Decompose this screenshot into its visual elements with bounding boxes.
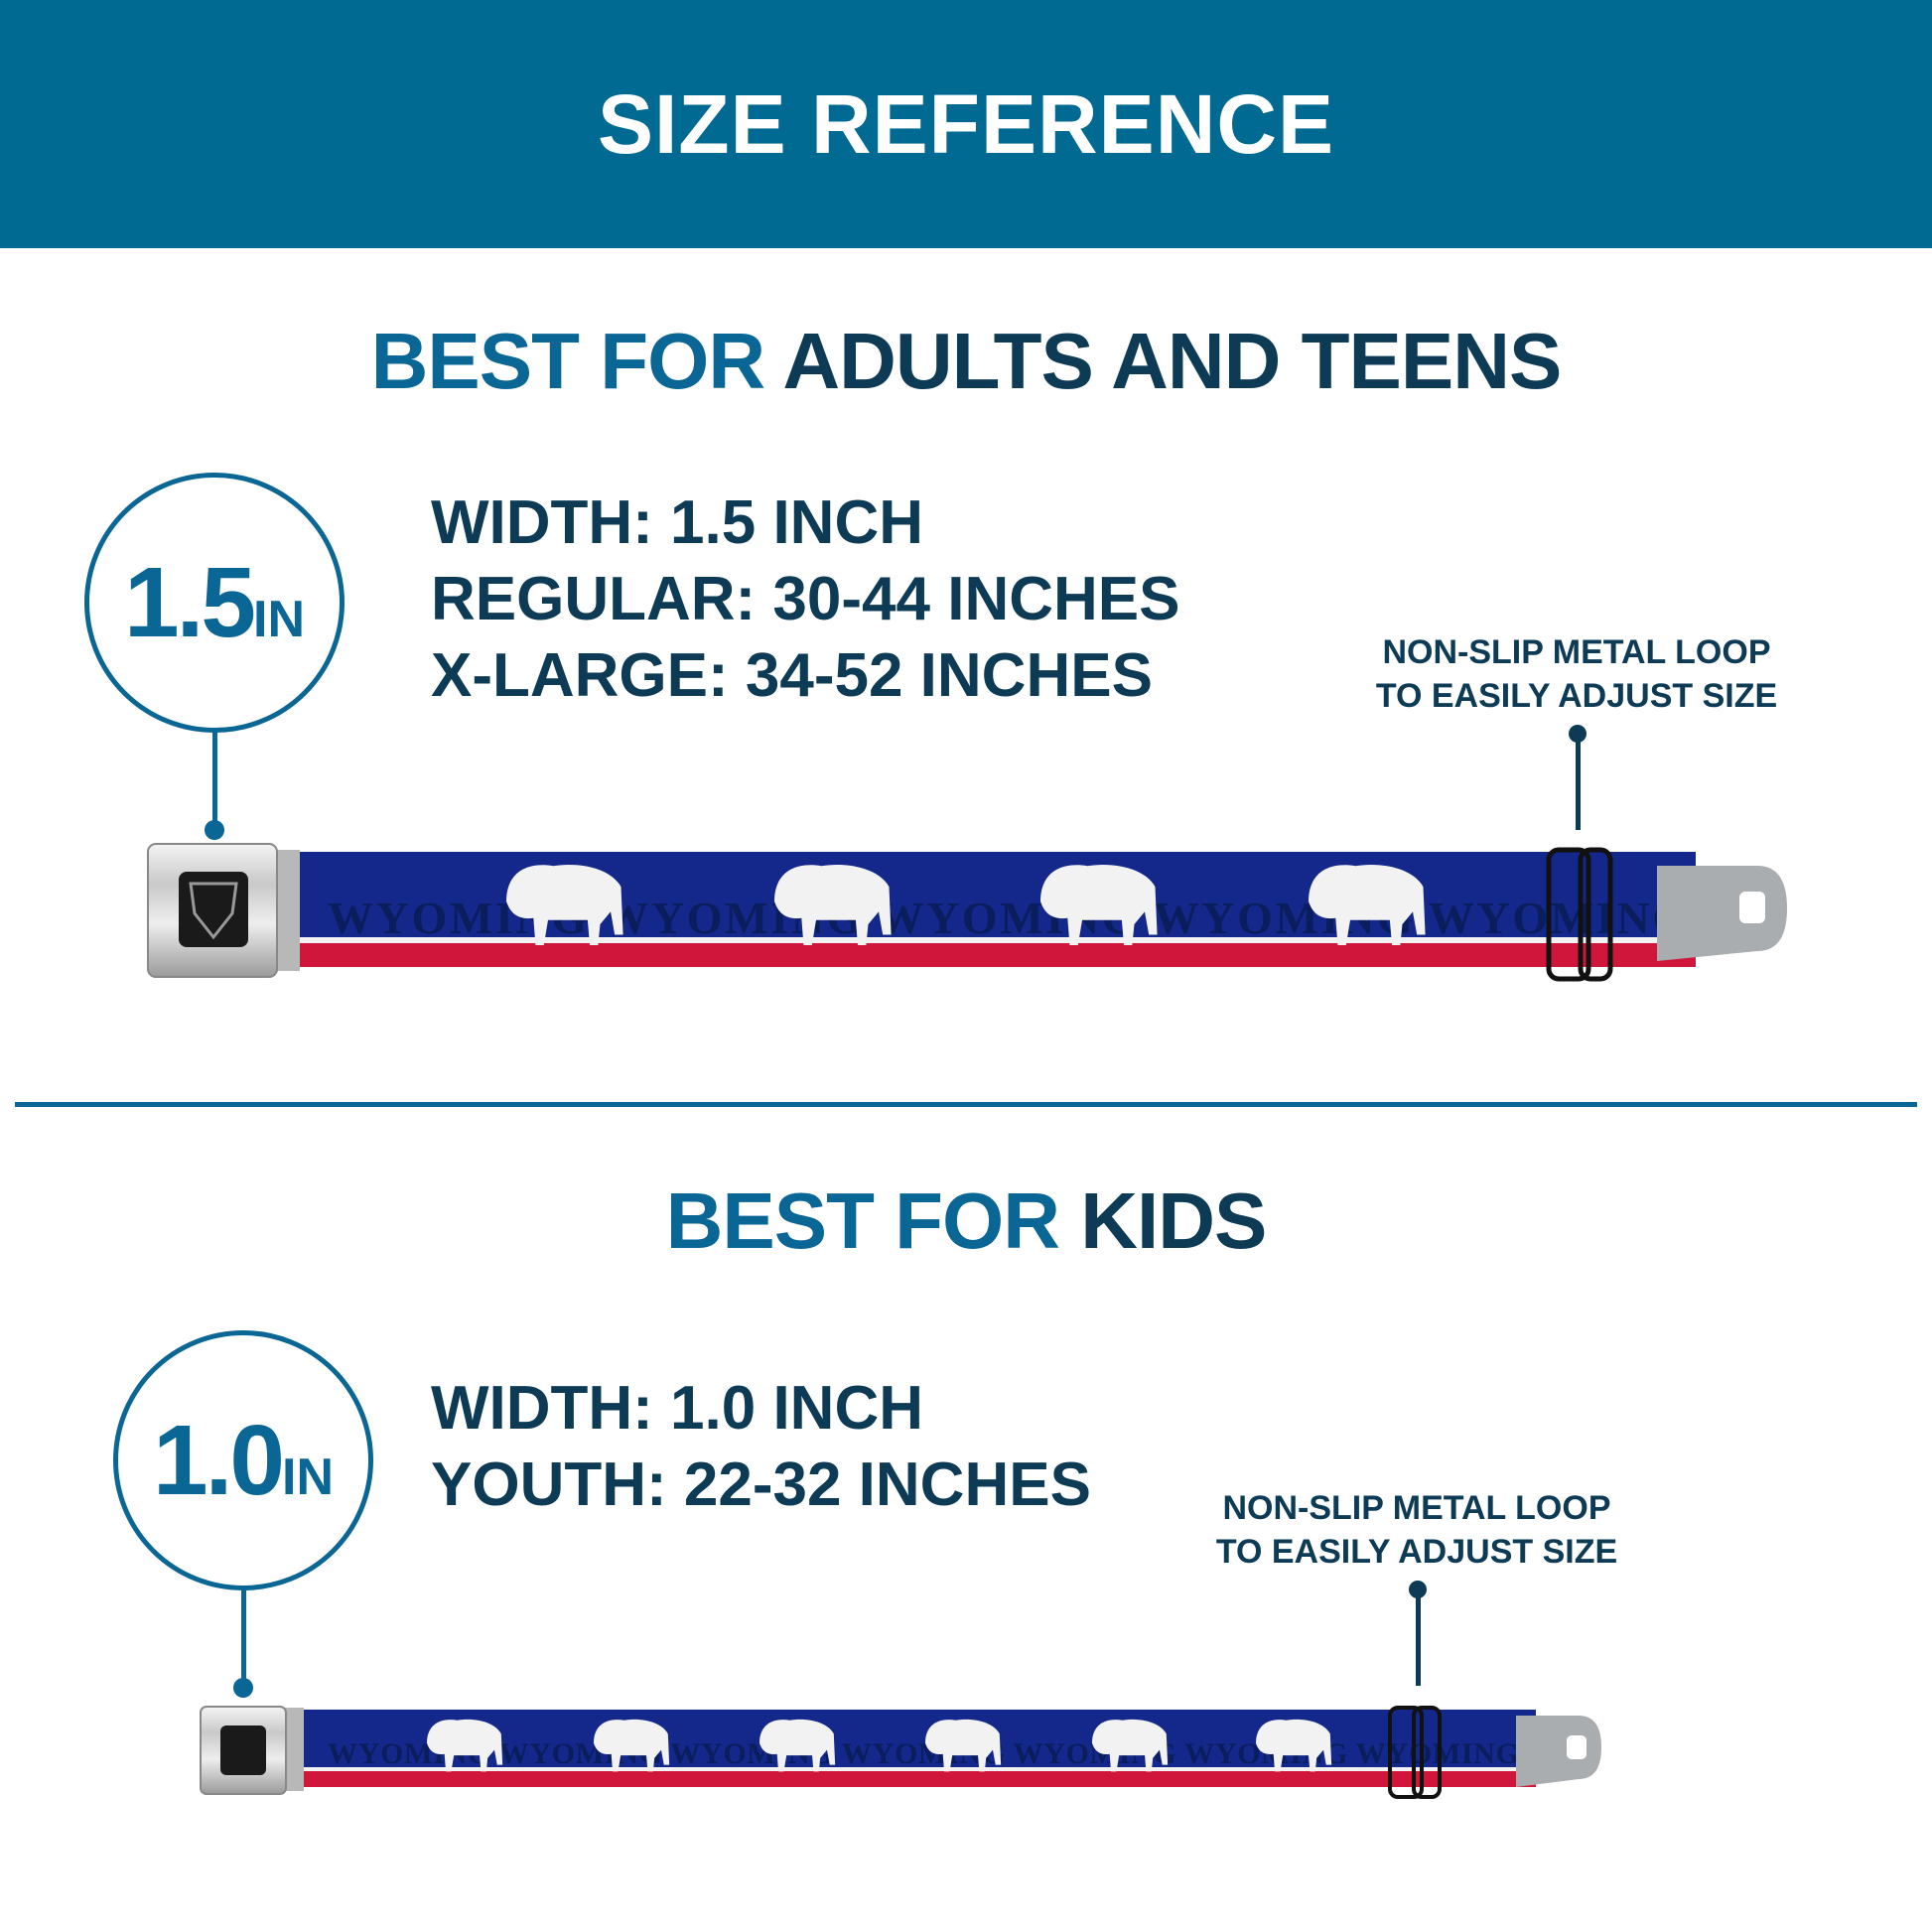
loop-note-adults: NON-SLIP METAL LOOP TO EASILY ADJUST SIZ… xyxy=(1348,630,1805,718)
header-banner: SIZE REFERENCE xyxy=(0,0,1932,248)
adults-specs: WIDTH: 1.5 INCH REGULAR: 30-44 INCHES X-… xyxy=(431,484,1179,714)
heading-accent: BEST FOR xyxy=(665,1176,1060,1265)
note-line-pointer xyxy=(1416,1590,1421,1686)
note-line: TO EASILY ADJUST SIZE xyxy=(1375,677,1778,715)
note-line: NON-SLIP METAL LOOP xyxy=(1222,1489,1611,1527)
kids-specs: WIDTH: 1.0 INCH YOUTH: 22-32 INCHES xyxy=(431,1370,1091,1523)
note-line-pointer xyxy=(1576,735,1581,830)
callout-dot xyxy=(233,1678,253,1698)
note-line: NON-SLIP METAL LOOP xyxy=(1382,633,1771,671)
badge-unit: IN xyxy=(253,591,305,648)
belt-adults: WYOMING WYOMING WYOMING WYOMING WYOMING xyxy=(147,843,1787,982)
callout-line xyxy=(212,731,217,826)
spec-regular: REGULAR: 30-44 INCHES xyxy=(431,565,1180,633)
badge-number: 1.5 xyxy=(123,546,256,658)
badge-unit: IN xyxy=(282,1449,334,1506)
note-dot xyxy=(1409,1581,1427,1598)
metal-loop xyxy=(1388,1706,1424,1799)
note-line: TO EASILY ADJUST SIZE xyxy=(1215,1533,1618,1571)
belt-kids: WYOMING WYOMING WYOMING WYOMING WYOMING … xyxy=(200,1706,1601,1799)
heading-accent: BEST FOR xyxy=(370,317,765,405)
belt-tip xyxy=(1516,1716,1601,1787)
metal-loop xyxy=(1546,847,1591,982)
bd-logo-icon xyxy=(220,1725,266,1775)
strap-text: WYOMING WYOMING WYOMING WYOMING WYOMING … xyxy=(328,1737,1519,1770)
belt-tip xyxy=(1657,866,1787,961)
spec-xlarge: X-LARGE: 34-52 INCHES xyxy=(431,641,1153,710)
page-title: SIZE REFERENCE xyxy=(597,76,1335,171)
spec-youth: YOUTH: 22-32 INCHES xyxy=(431,1450,1091,1519)
kids-heading: BEST FOR KIDS xyxy=(0,1175,1932,1267)
callout-dot xyxy=(205,820,224,840)
callout-line xyxy=(241,1588,246,1684)
badge-number: 1.0 xyxy=(152,1404,285,1516)
adults-heading: BEST FOR ADULTS AND TEENS xyxy=(0,316,1932,407)
note-dot xyxy=(1569,725,1587,743)
spec-width: WIDTH: 1.5 INCH xyxy=(431,488,923,557)
heading-main: KIDS xyxy=(1080,1176,1267,1265)
loop-note-kids: NON-SLIP METAL LOOP TO EASILY ADJUST SIZ… xyxy=(1188,1486,1645,1574)
width-badge-kids: 1.0 IN xyxy=(113,1330,373,1590)
bd-logo-icon xyxy=(179,872,248,947)
heading-main: ADULTS AND TEENS xyxy=(782,317,1562,405)
section-divider xyxy=(15,1102,1917,1107)
width-badge-adults: 1.5 IN xyxy=(84,473,345,733)
spec-width: WIDTH: 1.0 INCH xyxy=(431,1374,923,1443)
